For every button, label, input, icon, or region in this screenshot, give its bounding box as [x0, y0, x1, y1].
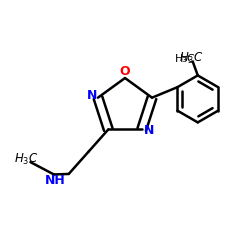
Text: NH: NH: [45, 174, 66, 187]
Text: O: O: [120, 65, 130, 78]
Text: $H_3C$: $H_3C$: [14, 152, 39, 167]
Text: N: N: [86, 89, 97, 102]
Text: N: N: [144, 124, 154, 137]
Text: H₃C: H₃C: [175, 54, 196, 64]
Text: $H_3C$: $H_3C$: [179, 50, 204, 66]
